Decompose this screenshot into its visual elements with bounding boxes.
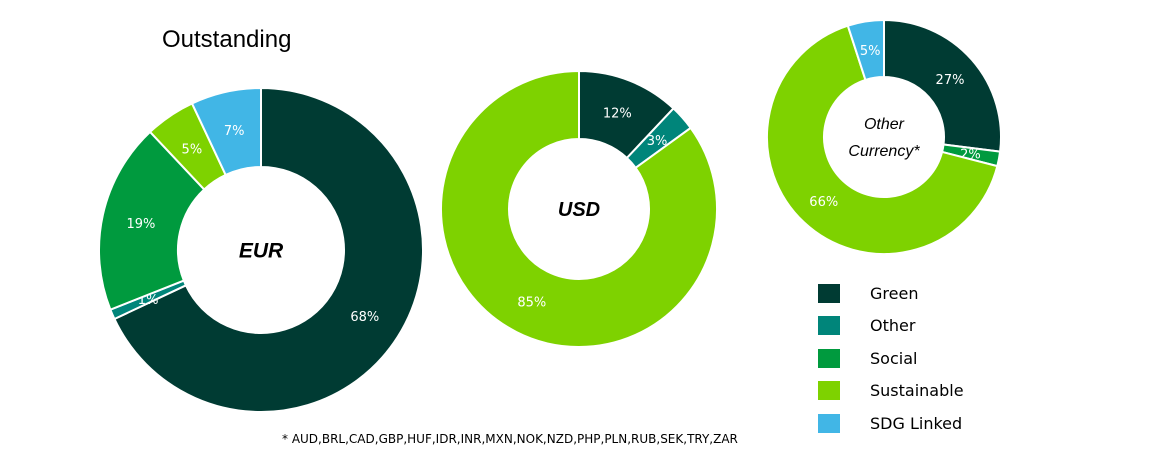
usd-label-sustainable: 85%: [517, 296, 546, 311]
other-currency-slice-green: [883, 18, 1002, 153]
legend-item-sustainable: Sustainable: [818, 375, 964, 408]
other-currency-label-sustainable: 66%: [809, 195, 838, 210]
legend-swatch: [818, 283, 840, 303]
legend-label: Social: [870, 348, 918, 368]
legend-swatch: [818, 413, 840, 433]
eur-label-sdg-linked: 7%: [224, 124, 245, 139]
eur-slice-green: [113, 86, 424, 413]
legend-label: Green: [870, 283, 919, 303]
legend-item-social: Social: [818, 342, 964, 375]
usd-label-other: 3%: [647, 134, 668, 149]
usd-label-green: 12%: [603, 106, 632, 121]
eur-donut: 68%1%19%5%7%EUR: [98, 86, 424, 413]
legend-label: Sustainable: [870, 381, 964, 401]
other-currency-label-sdg-linked: 5%: [860, 44, 881, 59]
chart-title: Outstanding: [162, 26, 292, 53]
eur-label-sustainable: 5%: [182, 142, 203, 157]
eur-slice-social: [98, 130, 206, 311]
usd-slice-sustainable: [440, 69, 718, 348]
legend-label: SDG Linked: [870, 413, 963, 433]
eur-center-label: EUR: [239, 239, 284, 262]
legend-item-green: Green: [818, 277, 964, 310]
legend: Green Other Social Sustainable SDG Linked: [818, 277, 964, 440]
other-currency-slice-sustainable: [766, 24, 999, 255]
eur-slice-sdg-linked: [190, 86, 262, 177]
eur-label-green: 68%: [350, 310, 379, 325]
other-currency-label-green: 27%: [936, 73, 965, 88]
other-currency-center-label: Currency*: [848, 143, 920, 160]
legend-item-sdg-linked: SDG Linked: [818, 407, 964, 440]
footnote: * AUD,BRL,CAD,GBP,HUF,IDR,INR,MXN,NOK,NZ…: [282, 432, 738, 446]
legend-swatch: [818, 381, 840, 401]
other-currency-center-label: Other: [864, 116, 905, 133]
eur-label-social: 19%: [127, 217, 156, 232]
other-currency-slice-sdg-linked: [846, 18, 885, 82]
legend-swatch: [818, 316, 840, 336]
legend-label: Other: [870, 316, 916, 336]
usd-center-label: USD: [558, 199, 600, 221]
usd-donut: 12% 3% 85% USD: [440, 69, 718, 348]
legend-item-other: Other: [818, 310, 964, 343]
legend-swatch: [818, 348, 840, 368]
